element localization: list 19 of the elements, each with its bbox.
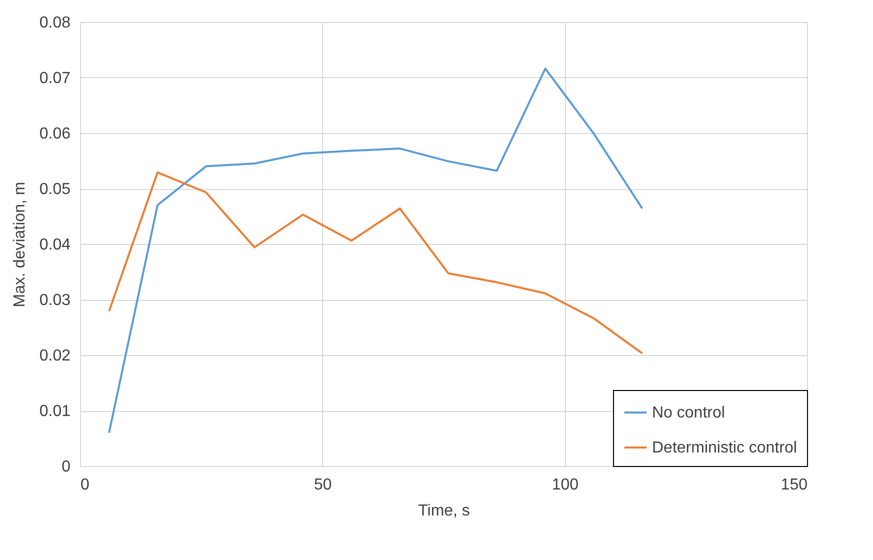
x-tick-label: 0 — [80, 476, 90, 494]
y-axis-title: Max. deviation, m — [11, 182, 28, 308]
legend-label: Deterministic control — [652, 440, 797, 456]
y-tick-label: 0.04 — [39, 236, 71, 254]
y-tick-label: 0.06 — [39, 126, 71, 142]
x-tick-label: 150 — [780, 476, 808, 494]
y-tick-label: 0.03 — [39, 292, 71, 309]
x-axis-title: Time, s — [418, 502, 470, 520]
y-tick-label: 0.05 — [39, 181, 71, 198]
y-tick-label: 0.02 — [39, 348, 71, 364]
line-series — [108, 68, 644, 434]
line-series — [108, 171, 644, 354]
y-tick-label: 0.01 — [39, 403, 71, 420]
x-tick-label: 100 — [552, 476, 579, 494]
x-tick-label: 50 — [314, 476, 332, 494]
y-tick-label: 0 — [62, 458, 71, 476]
legend-label: No control — [652, 404, 725, 422]
y-tick-label: 0.08 — [39, 14, 71, 32]
y-tick-label: 0.07 — [39, 70, 71, 87]
